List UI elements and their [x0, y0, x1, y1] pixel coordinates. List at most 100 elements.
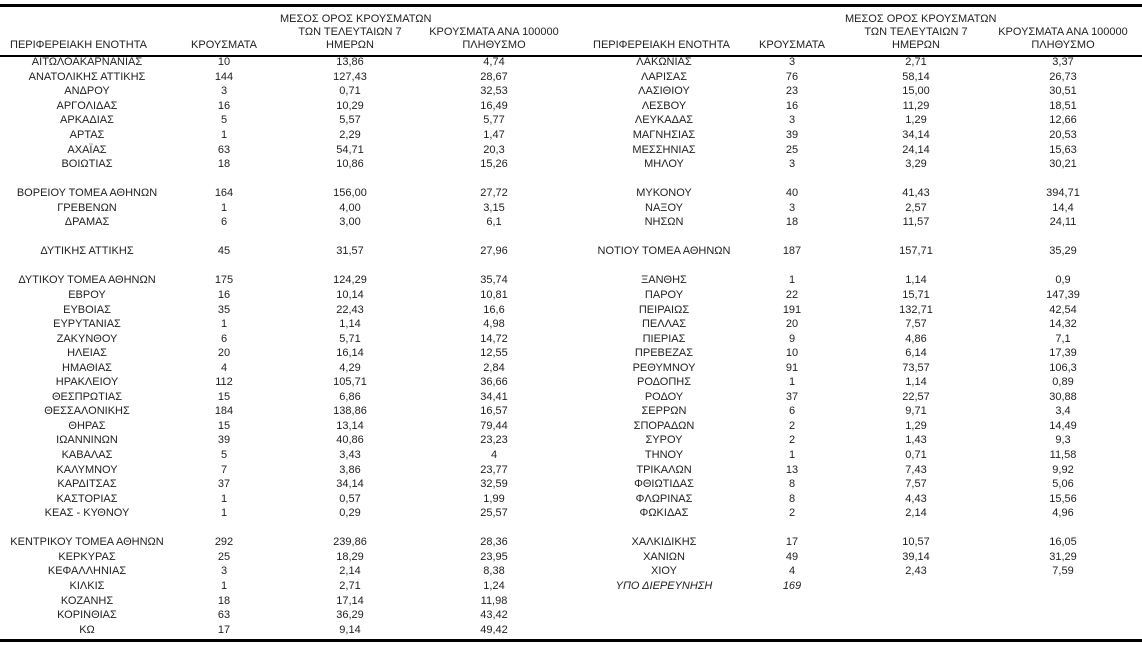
- table-row: ΗΡΑΚΛΕΙΟΥ 112 105,71 36,66: [6, 375, 568, 390]
- table-row: ΗΛΕΙΑΣ 20 16,14 12,55: [6, 346, 568, 361]
- table-row: ΜΑΓΝΗΣΙΑΣ 39 34,14 20,53: [589, 128, 1139, 143]
- region-cell: ΜΕΣΣΗΝΙΑΣ: [632, 143, 696, 156]
- region-cell: ΒΟΙΩΤΙΑΣ: [61, 158, 113, 171]
- avg7-cell: 5,57: [339, 114, 361, 127]
- avg7-cell: 1,14: [905, 274, 927, 287]
- cases-cell: 1: [220, 201, 228, 214]
- region-cell: ΑΡΚΑΔΙΑΣ: [60, 114, 114, 127]
- region-cell: ΒΟΡΕΙΟΥ ΤΟΜΕΑ ΑΘΗΝΩΝ: [16, 187, 158, 200]
- table-row: ΝΟΤΙΟΥ ΤΟΜΕΑ ΑΘΗΝΩΝ 187 157,71 35,29: [589, 244, 1139, 259]
- avg7-cell: 11,57: [902, 216, 930, 229]
- table-row: ΚΕΑΣ - ΚΥΘΝΟΥ 1 0,29 25,57: [6, 506, 568, 521]
- per100k-cell: 16,57: [480, 405, 508, 418]
- region-cell: [6, 259, 168, 274]
- region-cell: [589, 230, 739, 245]
- table-row: ΝΗΣΩΝ 18 11,57 24,11: [589, 215, 1139, 230]
- per100k-cell: [987, 171, 1139, 186]
- per100k-header-line1: ΚΡΟΥΣΜΑΤΑ ΑΝΑ 100000: [998, 26, 1128, 38]
- per100k-cell: 4,74: [483, 56, 505, 69]
- table-row: ΝΑΞΟΥ 3 2,57 14,4: [589, 200, 1139, 215]
- cases-cell: [739, 608, 845, 623]
- avg7-cell: 4,00: [339, 201, 361, 214]
- per100k-cell: 4: [490, 449, 498, 462]
- cases-cell: 3: [788, 114, 796, 127]
- per100k-cell: 31,29: [1049, 550, 1077, 563]
- avg7-cell: 5,71: [339, 332, 361, 345]
- table-row: ΠΕΛΛΑΣ 20 7,57 14,32: [589, 317, 1139, 332]
- avg7-cell: 2,14: [905, 507, 927, 520]
- region-cell: ΓΡΕΒΕΝΩΝ: [57, 201, 117, 214]
- column-header-per100k: ΚΡΟΥΣΜΑΤΑ ΑΝΑ 100000 ΠΛΗΘΥΣΜΟ: [987, 7, 1139, 55]
- cases-cell: 292: [214, 536, 234, 549]
- cases-cell: [739, 521, 845, 536]
- avg7-cell: 157,71: [899, 245, 933, 258]
- table-row: ΣΕΡΡΩΝ 6 9,71 3,4: [589, 404, 1139, 419]
- per100k-cell: 32,53: [480, 85, 508, 98]
- table-row: ΡΕΘΥΜΝΟΥ 91 73,57 106,3: [589, 360, 1139, 375]
- cases-cell: 3: [788, 201, 796, 214]
- table-row: ΔΥΤΙΚΟΥ ΤΟΜΕΑ ΑΘΗΝΩΝ 175 124,29 35,74: [6, 273, 568, 288]
- left-table-header: ΠΕΡΙΦΕΡΕΙΑΚΗ ΕΝΟΤΗΤΑ ΚΡΟΥΣΜΑΤΑ ΜΕΣΟΣ ΟΡΟ…: [6, 7, 568, 55]
- per100k-cell: 42,54: [1049, 303, 1077, 316]
- region-cell: [589, 521, 739, 536]
- column-header-region: ΠΕΡΙΦΕΡΕΙΑΚΗ ΕΝΟΤΗΤΑ: [6, 7, 168, 55]
- cases-cell: 18: [217, 594, 231, 607]
- per100k-cell: 9,92: [1052, 463, 1074, 476]
- per100k-cell: 5,77: [483, 114, 505, 127]
- table-row: ΗΜΑΘΙΑΣ 4 4,29 2,84: [6, 360, 568, 375]
- table-row: ΚΟΡΙΝΘΙΑΣ 63 36,29 43,42: [6, 608, 568, 623]
- table-row: [589, 171, 1139, 186]
- table-row: ΔΡΑΜΑΣ 6 3,00 6,1: [6, 215, 568, 230]
- region-cell: [589, 593, 739, 608]
- region-cell: ΦΩΚΙΔΑΣ: [639, 507, 689, 520]
- cases-cell: 39: [217, 434, 231, 447]
- cases-cell: 40: [785, 187, 799, 200]
- per100k-cell: 23,95: [480, 550, 508, 563]
- avg7-cell: 6,14: [905, 347, 927, 360]
- avg7-cell: 105,71: [333, 376, 367, 389]
- avg7-cell: 7,43: [905, 463, 927, 476]
- per100k-cell: [420, 521, 568, 536]
- region-cell: ΘΕΣΠΡΩΤΙΑΣ: [51, 390, 123, 403]
- cases-cell: 45: [217, 245, 231, 258]
- region-cell: ΘΕΣΣΑΛΟΝΙΚΗΣ: [44, 405, 130, 418]
- avg7-cell: 36,29: [336, 609, 364, 622]
- left-table: ΠΕΡΙΦΕΡΕΙΑΚΗ ΕΝΟΤΗΤΑ ΚΡΟΥΣΜΑΤΑ ΜΕΣΟΣ ΟΡΟ…: [6, 7, 568, 637]
- per100k-cell: 17,39: [1049, 347, 1077, 360]
- avg7-cell: 156,00: [333, 187, 367, 200]
- cases-cell: 1: [788, 274, 796, 287]
- cases-cell: 10: [785, 347, 799, 360]
- region-cell: ΧΑΛΚΙΔΙΚΗΣ: [631, 536, 697, 549]
- per100k-cell: 27,72: [480, 187, 508, 200]
- per100k-cell: 26,73: [1049, 70, 1077, 83]
- cases-cell: 7: [220, 463, 228, 476]
- cases-cell: 184: [214, 405, 234, 418]
- per100k-cell: 2,84: [483, 361, 505, 374]
- avg7-cell: 39,14: [902, 550, 930, 563]
- per100k-cell: 36,66: [480, 376, 508, 389]
- table-row: ΚΕΦΑΛΛΗΝΙΑΣ 3 2,14 8,38: [6, 564, 568, 579]
- right-table-header: ΠΕΡΙΦΕΡΕΙΑΚΗ ΕΝΟΤΗΤΑ ΚΡΟΥΣΜΑΤΑ ΜΕΣΟΣ ΟΡΟ…: [589, 7, 1139, 55]
- region-cell: ΛΑΣΙΘΙΟΥ: [638, 85, 690, 98]
- region-cell: ΠΙΕΡΙΑΣ: [642, 332, 686, 345]
- cases-cell: 39: [785, 129, 799, 141]
- cases-cell: 5: [220, 114, 228, 127]
- per100k-cell: [420, 259, 568, 274]
- column-header-region-label: ΠΕΡΙΦΕΡΕΙΑΚΗ ΕΝΟΤΗΤΑ: [593, 39, 730, 51]
- table-row: ΠΑΡΟΥ 22 15,71 147,39: [589, 288, 1139, 303]
- per100k-cell: 30,88: [1049, 390, 1077, 403]
- avg7-header-line1: ΜΕΣΟΣ ΟΡΟΣ ΚΡΟΥΣΜΑΤΩΝ: [280, 13, 432, 25]
- per100k-cell: 0,9: [1055, 274, 1071, 287]
- per100k-cell: 28,36: [480, 536, 508, 549]
- table-row: ΘΗΡΑΣ 15 13,14 79,44: [6, 419, 568, 434]
- avg7-cell: 0,71: [905, 449, 927, 462]
- region-cell: ΜΥΚΟΝΟΥ: [636, 187, 692, 200]
- cases-cell: 191: [782, 303, 802, 316]
- region-cell: ΦΘΙΩΤΙΔΑΣ: [634, 478, 694, 491]
- cases-cell: 25: [217, 550, 231, 563]
- region-cell: ΕΥΡΥΤΑΝΙΑΣ: [53, 318, 121, 331]
- per100k-cell: 16,49: [480, 99, 508, 112]
- region-cell: ΥΠΟ ΔΙΕΡΕΥΝΗΣΗ: [615, 579, 713, 592]
- avg7-cell: 34,14: [902, 129, 930, 141]
